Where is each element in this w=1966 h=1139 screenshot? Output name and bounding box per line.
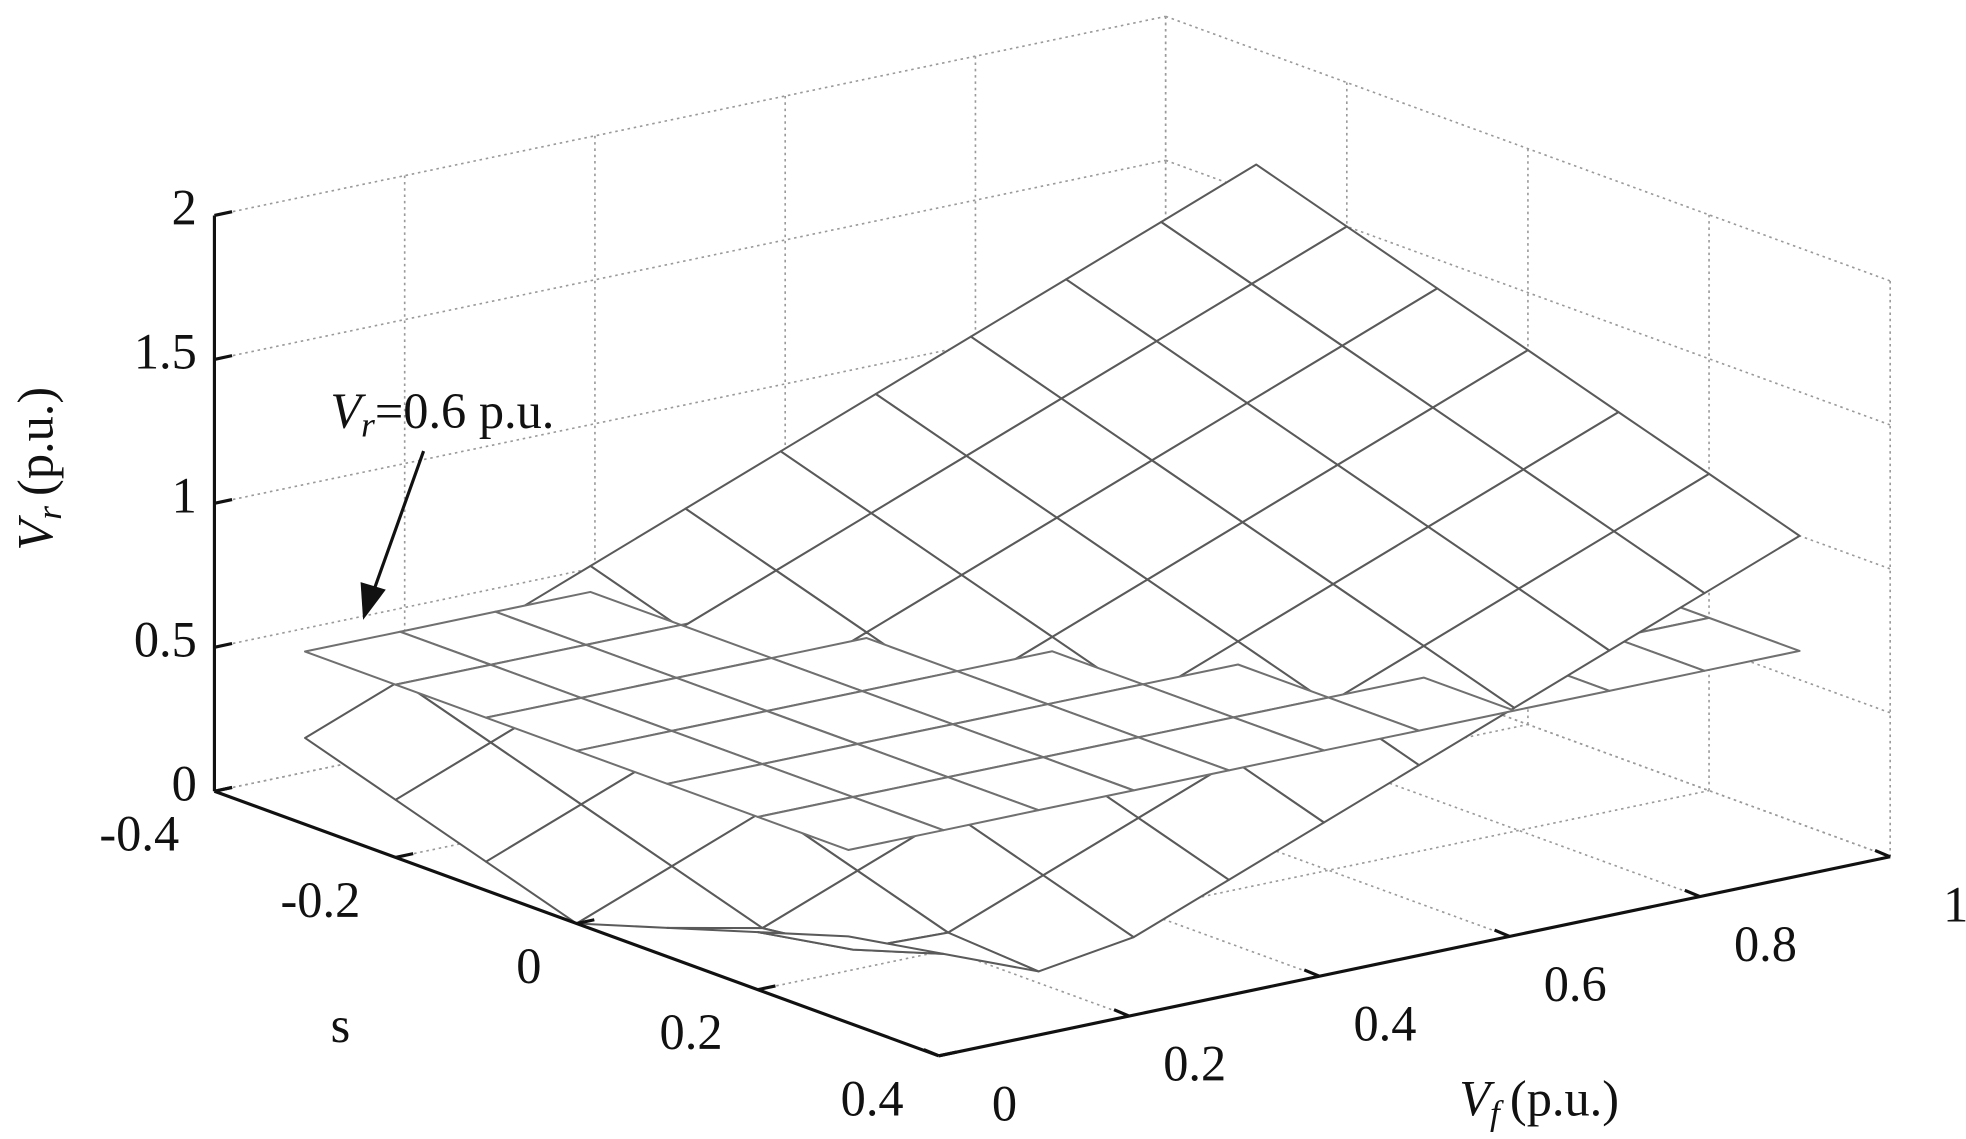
- y-tick-label: 0: [992, 1075, 1017, 1131]
- grid-line: [757, 789, 1710, 991]
- surface-cell: [756, 796, 945, 851]
- annotation-subscript: r: [361, 405, 375, 444]
- x-tick: [938, 1050, 957, 1058]
- x-tick: [757, 984, 776, 992]
- y-tick: [1303, 968, 1321, 978]
- z-tick: [214, 641, 233, 649]
- y-axis-label: Vf (p.u.): [1459, 1070, 1619, 1132]
- y-tick-label: 0.8: [1734, 916, 1797, 972]
- x-axis-label: s: [331, 997, 351, 1053]
- annotation-symbol: V: [330, 382, 366, 438]
- y-tick: [1684, 888, 1701, 899]
- z-axis-label-unit: (p.u.): [7, 387, 63, 496]
- annotation-arrow: [371, 450, 426, 593]
- annotation-text: =0.6 p.u.: [375, 382, 555, 438]
- x-tick-label: 0.2: [660, 1004, 723, 1060]
- x-tick: [576, 918, 595, 926]
- grid-line: [1165, 15, 1891, 282]
- y-tick: [923, 1048, 940, 1058]
- x-tick-label: -0.4: [99, 806, 179, 862]
- surface: [304, 163, 1801, 973]
- z-axis-label: Vr (p.u.): [7, 387, 69, 551]
- axes: 0 0.5 1 1.5 2 -0.4 -0.2 0 0.2 0.4 0 0.2 0.4 0.6 0.8 1: [99, 179, 1966, 1131]
- z-tick-label: 2: [172, 179, 197, 235]
- z-tick: [214, 498, 233, 505]
- z-tick: [214, 210, 233, 217]
- z-axis-label-subscript: r: [30, 506, 69, 520]
- x-tick: [395, 852, 414, 859]
- y-tick: [1874, 849, 1891, 859]
- grid-line: [214, 303, 1166, 505]
- y-axis-label-subscript: f: [1490, 1093, 1504, 1132]
- y-tick-label: 0.2: [1163, 1036, 1226, 1092]
- y-tick-label: 1: [1943, 876, 1966, 932]
- x-axis: [213, 789, 940, 1058]
- grid-line: [1165, 159, 1891, 426]
- z-axis-label-symbol: V: [7, 515, 63, 551]
- annotation: Vr=0.6 p.u.: [330, 382, 554, 444]
- y-tick-label: 0.4: [1353, 996, 1416, 1052]
- y-tick-label: 0.6: [1544, 956, 1607, 1012]
- z-tick-label: 1.5: [134, 323, 197, 379]
- grid-line: [214, 159, 1166, 361]
- annotation-arrowhead: [360, 582, 386, 620]
- y-axis-label-unit: (p.u.): [1510, 1070, 1619, 1126]
- grid-line: [1165, 591, 1891, 858]
- x-tick: [214, 785, 233, 793]
- x-tick-label: 0.4: [841, 1070, 904, 1126]
- z-tick-label: 0.5: [134, 611, 197, 667]
- x-tick-label: 0: [516, 938, 541, 994]
- x-tick-label: -0.2: [281, 872, 361, 928]
- surface-cell: [756, 931, 945, 955]
- y-tick: [1113, 1008, 1130, 1018]
- y-axis: [938, 855, 1891, 1058]
- z-tick: [214, 354, 233, 361]
- z-tick-label: 0: [172, 755, 197, 811]
- y-axis-label-symbol: V: [1459, 1070, 1495, 1126]
- z-tick-label: 1: [172, 467, 197, 523]
- y-tick: [1493, 928, 1511, 938]
- grid-line: [214, 15, 1166, 217]
